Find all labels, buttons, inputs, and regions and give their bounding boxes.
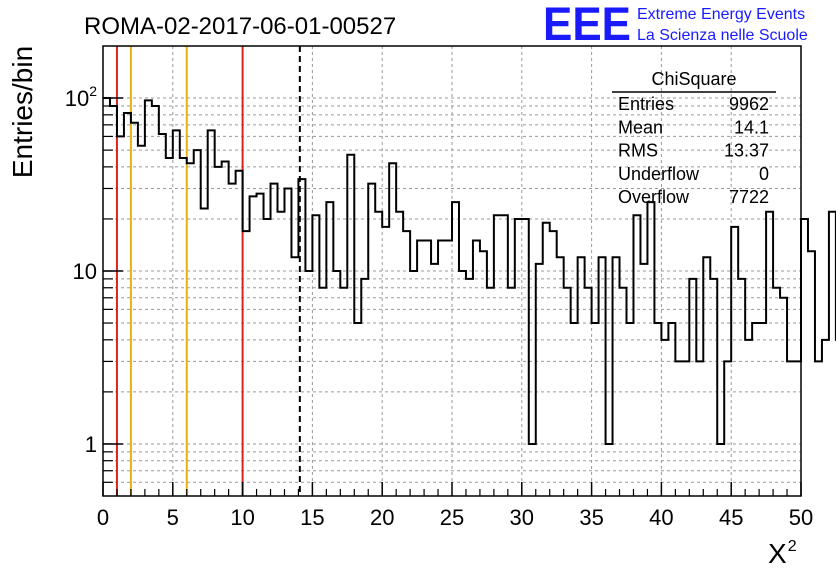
stats-label: Mean [618, 117, 663, 137]
stats-box: ChiSquare Entries 9962 Mean 14.1 RMS 13.37 Und… [612, 69, 776, 207]
x-tick-label: 30 [510, 505, 534, 530]
x-tick-label: 35 [579, 505, 603, 530]
x-tick-label: 45 [719, 505, 743, 530]
stats-label: RMS [618, 141, 658, 161]
x-axis-label: X2 [768, 538, 797, 569]
stats-value: 0 [759, 164, 769, 184]
stats-label: Underflow [618, 164, 700, 184]
stats-label: Entries [618, 94, 674, 114]
eee-logo-mark: EEE [543, 0, 631, 50]
stats-title: ChiSquare [651, 69, 736, 89]
x-tick-label: 20 [370, 505, 394, 530]
grid-lines [103, 46, 801, 496]
x-tick-label: 10 [230, 505, 254, 530]
stats-value: 14.1 [734, 117, 769, 137]
histogram-series [103, 97, 836, 445]
y-axis-label: Entries/bin [7, 46, 38, 178]
y-tick-label: 10 [73, 259, 97, 284]
logo-line-1: Extreme Energy Events [637, 6, 805, 23]
y-tick-label: 1 [85, 432, 97, 457]
x-tick-label: 5 [167, 505, 179, 530]
y-tick-label: 102 [65, 83, 97, 111]
stats-value: 13.37 [724, 141, 769, 161]
x-tick-label: 0 [97, 505, 109, 530]
x-axis-label-base: X [768, 538, 787, 569]
x-tick-label: 40 [649, 505, 673, 530]
chart-title: ROMA-02-2017-06-01-00527 [84, 13, 396, 40]
logo-line-2: La Scienza nelle Scuole [637, 27, 808, 44]
x-tick-label: 50 [789, 505, 813, 530]
x-axis: 0 5 10 15 20 25 30 35 40 45 50 [97, 482, 813, 530]
stats-value: 7722 [729, 187, 769, 207]
x-tick-label: 25 [440, 505, 464, 530]
stats-value: 9962 [729, 94, 769, 114]
y-axis: 1 10 102 [65, 83, 123, 483]
stats-label: Overflow [618, 187, 690, 207]
eee-logo: EEE Extreme Energy Events La Scienza nel… [543, 0, 808, 50]
x-axis-label-superscript: 2 [788, 538, 797, 555]
x-tick-label: 15 [300, 505, 324, 530]
